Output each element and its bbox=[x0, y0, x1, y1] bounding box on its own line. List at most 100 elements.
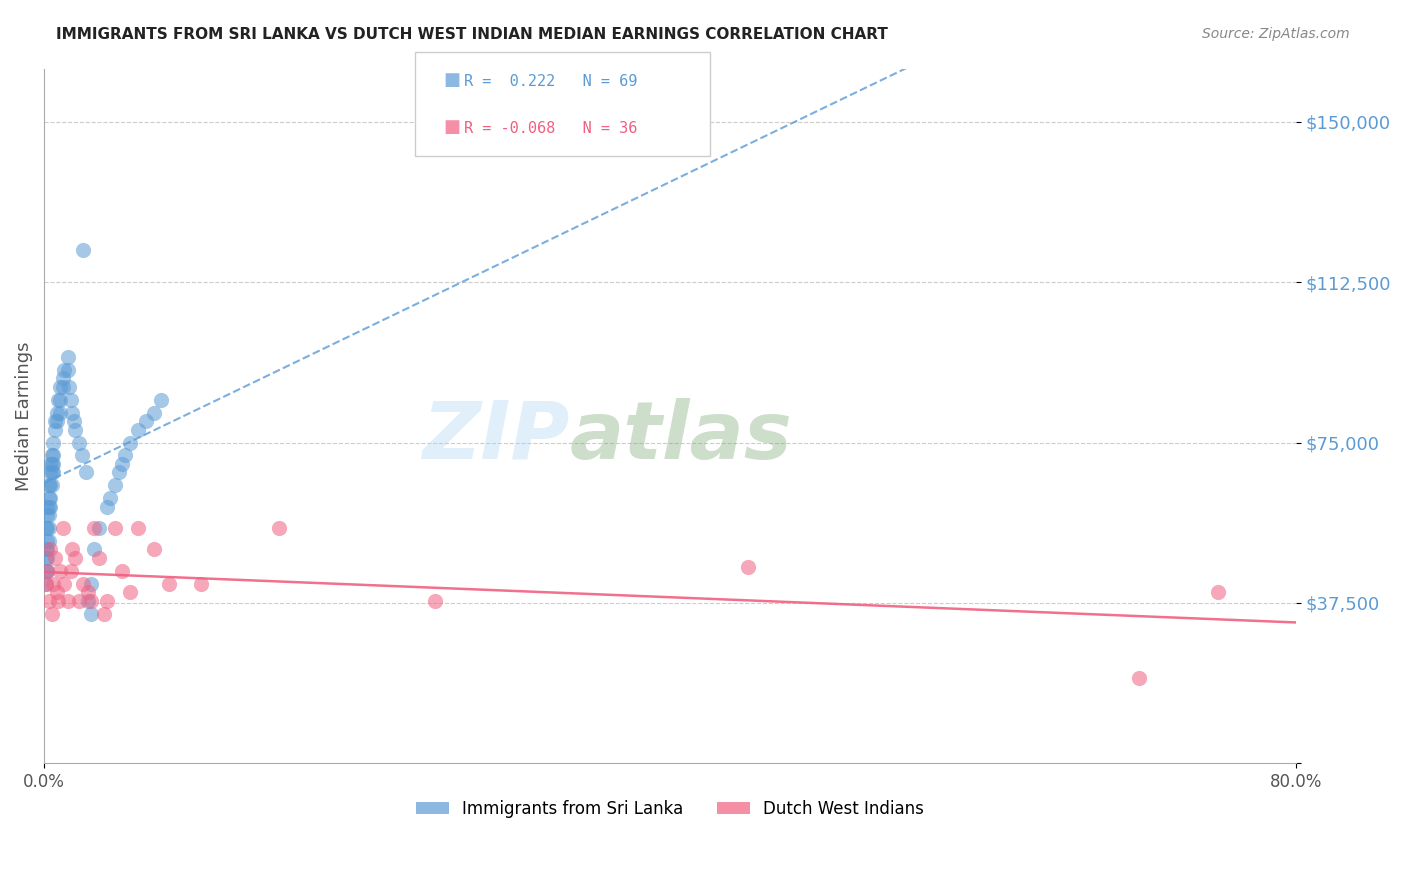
Point bbox=[42, 457, 65, 471]
Point bbox=[98, 491, 121, 505]
Point bbox=[87, 521, 110, 535]
Point bbox=[108, 466, 131, 480]
Point bbox=[120, 435, 142, 450]
Point bbox=[63, 414, 86, 428]
Point bbox=[72, 243, 94, 257]
Point bbox=[53, 576, 76, 591]
Point bbox=[46, 392, 69, 407]
Legend: Immigrants from Sri Lanka, Dutch West Indians: Immigrants from Sri Lanka, Dutch West In… bbox=[409, 793, 931, 824]
Point bbox=[96, 500, 118, 514]
Point bbox=[45, 414, 67, 428]
Point bbox=[39, 466, 62, 480]
Text: atlas: atlas bbox=[569, 398, 793, 475]
Point bbox=[41, 448, 63, 462]
Point bbox=[150, 392, 173, 407]
Point bbox=[56, 350, 79, 364]
Point bbox=[39, 500, 62, 514]
Text: IMMIGRANTS FROM SRI LANKA VS DUTCH WEST INDIAN MEDIAN EARNINGS CORRELATION CHART: IMMIGRANTS FROM SRI LANKA VS DUTCH WEST … bbox=[56, 27, 889, 42]
Point bbox=[103, 478, 125, 492]
Point bbox=[65, 423, 87, 437]
Point bbox=[46, 593, 69, 607]
Text: R =  0.222   N = 69: R = 0.222 N = 69 bbox=[464, 74, 637, 89]
Point bbox=[44, 423, 66, 437]
Point bbox=[37, 500, 59, 514]
Point bbox=[37, 551, 59, 566]
Point bbox=[42, 466, 65, 480]
Point bbox=[49, 406, 72, 420]
Point bbox=[41, 607, 63, 621]
Text: R = -0.068   N = 36: R = -0.068 N = 36 bbox=[464, 121, 637, 136]
Point bbox=[49, 380, 72, 394]
Point bbox=[1128, 671, 1150, 685]
Point bbox=[60, 406, 83, 420]
Point bbox=[52, 521, 75, 535]
Point bbox=[34, 576, 56, 591]
Point bbox=[267, 521, 290, 535]
Point bbox=[39, 491, 62, 505]
Point bbox=[42, 448, 65, 462]
Point bbox=[37, 508, 59, 523]
Point bbox=[34, 576, 56, 591]
Point bbox=[38, 593, 60, 607]
Point bbox=[80, 576, 103, 591]
Point bbox=[38, 478, 60, 492]
Point bbox=[34, 564, 56, 578]
Point bbox=[38, 500, 60, 514]
Point bbox=[111, 564, 134, 578]
Point bbox=[45, 406, 67, 420]
Point bbox=[41, 478, 63, 492]
Point bbox=[53, 363, 76, 377]
Text: ■: ■ bbox=[443, 71, 460, 89]
Text: ZIP: ZIP bbox=[422, 398, 569, 475]
Point bbox=[120, 585, 142, 599]
Point bbox=[83, 542, 105, 557]
Point bbox=[34, 542, 56, 557]
Point bbox=[42, 435, 65, 450]
Point bbox=[77, 593, 100, 607]
Point bbox=[42, 576, 65, 591]
Point bbox=[65, 551, 87, 566]
Point bbox=[80, 593, 103, 607]
Text: Source: ZipAtlas.com: Source: ZipAtlas.com bbox=[1202, 27, 1350, 41]
Point bbox=[52, 380, 75, 394]
Point bbox=[75, 466, 97, 480]
Point bbox=[34, 521, 56, 535]
Point bbox=[52, 371, 75, 385]
Point bbox=[38, 521, 60, 535]
Point bbox=[56, 593, 79, 607]
Point bbox=[93, 607, 115, 621]
Point bbox=[190, 576, 212, 591]
Point bbox=[59, 392, 82, 407]
Point bbox=[87, 551, 110, 566]
Point bbox=[37, 564, 59, 578]
Point bbox=[38, 533, 60, 548]
Point bbox=[103, 521, 125, 535]
Point bbox=[80, 607, 103, 621]
Y-axis label: Median Earnings: Median Earnings bbox=[15, 341, 32, 491]
Point bbox=[425, 593, 447, 607]
Point bbox=[111, 457, 134, 471]
Point bbox=[49, 392, 72, 407]
Text: ■: ■ bbox=[443, 119, 460, 136]
Point bbox=[142, 542, 165, 557]
Point bbox=[77, 585, 100, 599]
Point bbox=[737, 559, 759, 574]
Point bbox=[34, 551, 56, 566]
Point bbox=[60, 542, 83, 557]
Point bbox=[38, 508, 60, 523]
Point bbox=[39, 457, 62, 471]
Point bbox=[127, 521, 149, 535]
Point bbox=[37, 542, 59, 557]
Point bbox=[142, 406, 165, 420]
Point bbox=[72, 576, 94, 591]
Point bbox=[67, 593, 90, 607]
Point bbox=[67, 435, 90, 450]
Point bbox=[96, 593, 118, 607]
Point bbox=[83, 521, 105, 535]
Point bbox=[37, 564, 59, 578]
Point bbox=[1206, 585, 1229, 599]
Point bbox=[38, 491, 60, 505]
Point bbox=[157, 576, 180, 591]
Point bbox=[45, 585, 67, 599]
Point bbox=[59, 564, 82, 578]
